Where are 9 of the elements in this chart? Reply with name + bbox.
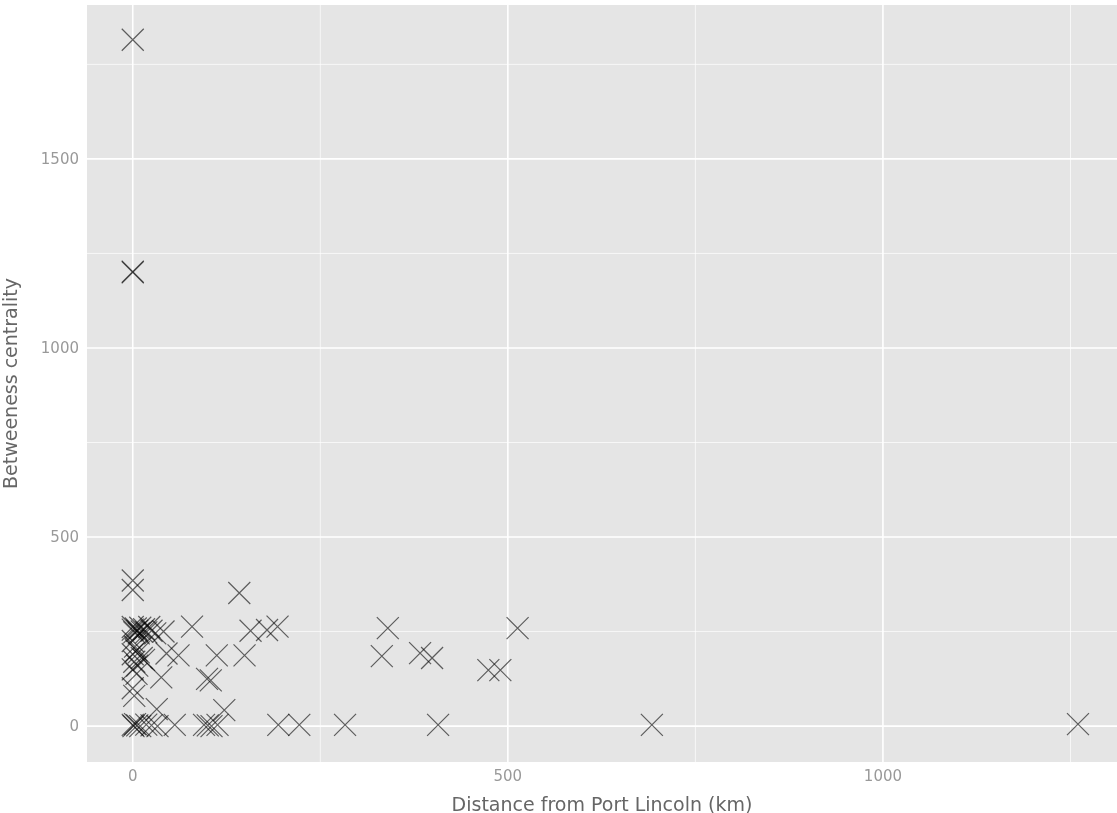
x-tick-label: 0 [127,766,138,785]
x-axis-title: Distance from Port Lincoln (km) [451,793,753,813]
y-axis-title: Betweeness centrality [0,278,21,489]
x-tick-label: 500 [493,766,523,785]
x-tick-label: 1000 [863,766,903,785]
y-tick-label: 1500 [40,150,79,169]
y-tick-label: 1000 [40,339,79,358]
y-tick-label: 500 [50,528,79,547]
y-tick-label: 0 [69,717,79,736]
